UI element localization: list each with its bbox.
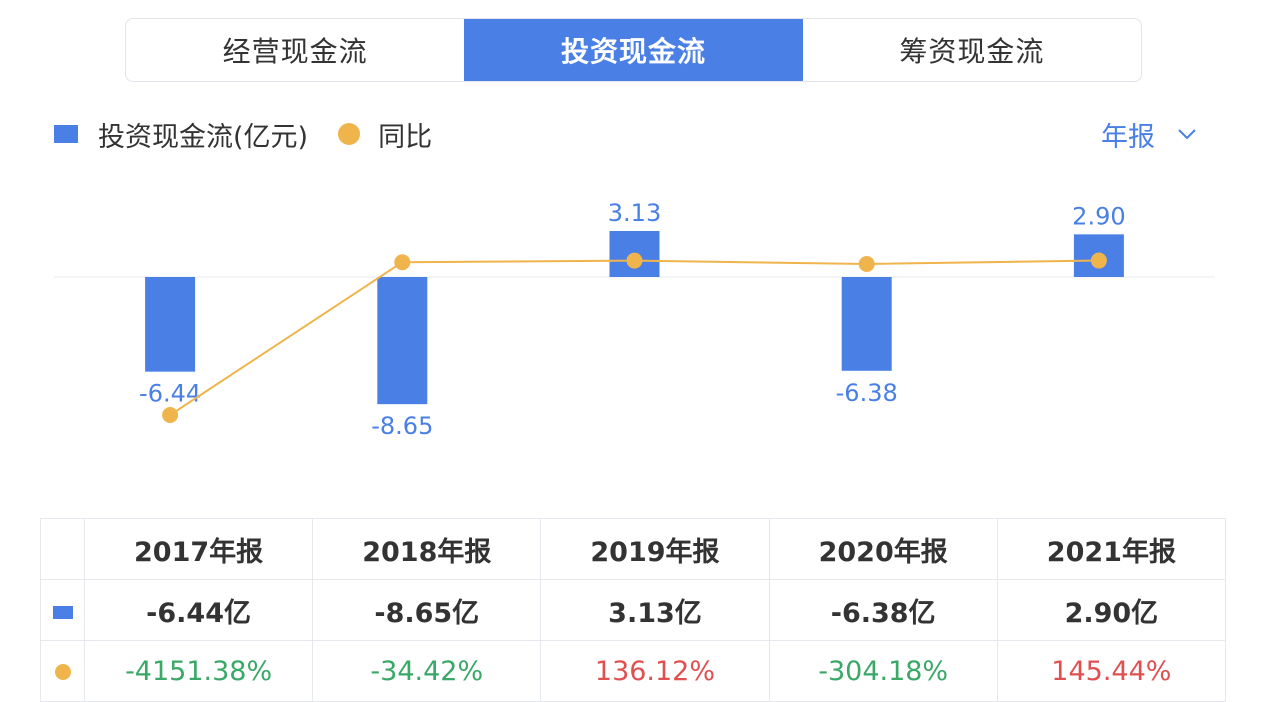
bar-legend-swatch [52,605,73,619]
table-header-cell: 2020年报 [768,518,998,580]
cashflow-tabs: 经营现金流 投资现金流 筹资现金流 [125,18,1142,82]
yoy-point [626,252,643,269]
cashflow-table: 2017年报 2018年报 2019年报 2020年报 2021年报 -6.44… [40,518,1227,702]
table-yoy-cell: 136.12% [540,640,770,702]
bar-series-marker [40,579,85,641]
cashflow-chart: -6.44 -8.65 3.13 -6.38 2.90 [54,199,1215,440]
table-row: -4151.38% -34.42% 136.12% -304.18% 145.4… [40,640,1227,702]
line-legend-label: 同比 [378,121,433,153]
bar-mark [145,277,196,372]
table-header-cell: 2019年报 [540,518,770,580]
table-yoy-cell: -4151.38% [83,640,314,702]
period-selector[interactable]: 年报 [1101,114,1197,154]
bar-legend-label: 投资现金流(亿元) [98,121,309,153]
bar-value-label: -6.44 [139,380,201,408]
bar-mark [841,277,892,371]
table-header-cell: 2018年报 [312,518,542,580]
yoy-point [162,407,179,423]
bar-value-label: -6.38 [836,379,898,407]
chart-legend: 投资现金流(亿元) 同比 [54,114,432,154]
chevron-down-icon [1178,129,1196,140]
table-value-cell: 3.13亿 [540,579,770,641]
table-yoy-cell: 145.44% [996,640,1227,702]
table-value-cell: -6.44亿 [83,579,314,641]
bar-value-label: 3.13 [608,199,661,227]
period-selector-label: 年报 [1101,121,1155,153]
table-yoy-cell: -34.42% [312,640,542,702]
tab-financing-cashflow[interactable]: 筹资现金流 [899,35,1045,68]
yoy-line [169,259,1099,416]
line-legend-swatch [54,663,71,680]
table-header-cell: 2017年报 [83,518,314,580]
tab-investing-cashflow[interactable]: 投资现金流 [464,19,803,81]
table-yoy-cell: -304.18% [768,640,998,702]
line-legend-swatch [338,123,361,145]
table-corner-cell [40,518,85,580]
bar-legend-swatch [54,125,78,143]
table-row: -6.44亿 -8.65亿 3.13亿 -6.38亿 2.90亿 [40,579,1227,641]
tab-operating-cashflow[interactable]: 经营现金流 [222,35,368,68]
table-value-cell: -6.38亿 [768,579,998,641]
yoy-point [1090,252,1107,269]
table-value-cell: -8.65亿 [312,579,542,641]
yoy-point [394,254,411,271]
table-header-row: 2017年报 2018年报 2019年报 2020年报 2021年报 [40,518,1227,580]
bar-value-label: 2.90 [1072,202,1125,230]
bar-value-label: -8.65 [371,412,433,440]
table-header-cell: 2021年报 [996,518,1227,580]
bar-mark [377,277,428,405]
yoy-point [858,255,875,272]
table-value-cell: 2.90亿 [996,579,1227,641]
line-series-marker [40,640,85,702]
